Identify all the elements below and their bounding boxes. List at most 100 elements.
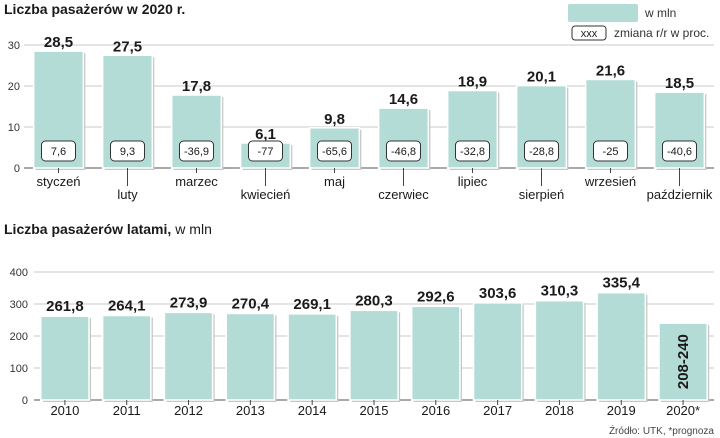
y-tick-label: 20 bbox=[8, 81, 20, 93]
x-tick-label: 2020* bbox=[666, 403, 700, 418]
chart1-bars: 28,5 7,6 27,5 9,3 17,8 -36,9 6,1 -77 9,8 -65,6 14,… bbox=[32, 34, 707, 170]
chart2-bars: 261,8 264,1 273,9 270,4 269,1 280,3 292,6 303,6… bbox=[40, 275, 710, 402]
bar bbox=[101, 314, 152, 401]
change-box bbox=[110, 140, 145, 162]
y-tick-label: 10 bbox=[8, 122, 20, 134]
y-tick-label: 200 bbox=[10, 331, 28, 343]
chart2-x-axis: 2010 2011 2012 2013 2014 2015 2016 2017 2018 2019… bbox=[50, 400, 700, 418]
chart1-monthly-passengers: 0 10 20 30 28,5 7,6 27,5 9,3 17,8 -36,9 6,1 -77 9,8… bbox=[8, 34, 714, 202]
change-box bbox=[455, 140, 490, 162]
bar-value-label: 9,8 bbox=[324, 111, 345, 128]
bar-value-label: 14,6 bbox=[389, 91, 418, 108]
x-tick-label: 2016 bbox=[421, 403, 450, 418]
change-box bbox=[593, 140, 628, 162]
change-label: 7,6 bbox=[51, 146, 66, 158]
bar bbox=[410, 305, 461, 401]
change-label: -36,9 bbox=[184, 146, 209, 158]
y-tick-label: 0 bbox=[22, 395, 28, 407]
x-tick-label: 2014 bbox=[298, 403, 327, 418]
change-box bbox=[662, 140, 697, 162]
change-box bbox=[41, 140, 76, 162]
bar-value-label: 292,6 bbox=[417, 288, 455, 305]
chart2-y-axis: 0 100 200 300 400 bbox=[10, 267, 28, 407]
chart1-x-axis: styczeń luty marzec kwiecień maj czerwiec lipi… bbox=[36, 168, 713, 202]
y-tick-label: 30 bbox=[8, 40, 20, 52]
y-tick-label: 100 bbox=[10, 363, 28, 375]
x-tick-label: 2011 bbox=[113, 403, 141, 418]
bar-value-label: 310,3 bbox=[541, 283, 579, 300]
x-tick-label: 2018 bbox=[545, 403, 574, 418]
x-tick-label: czerwiec bbox=[378, 187, 429, 202]
bar-value-label: 17,8 bbox=[182, 78, 211, 95]
bar-value-label: 273,9 bbox=[170, 294, 208, 311]
change-box bbox=[386, 140, 421, 162]
x-tick-label: styczeń bbox=[36, 174, 80, 189]
legend: w mln xxx zmiana r/r w proc. bbox=[568, 4, 709, 41]
x-tick-label: kwiecień bbox=[241, 187, 291, 202]
bar-value-label: 270,4 bbox=[232, 295, 270, 312]
change-label: -65,6 bbox=[322, 146, 347, 158]
bar bbox=[40, 315, 90, 401]
change-label: -46,8 bbox=[391, 146, 416, 158]
change-box bbox=[524, 140, 559, 162]
legend-bar-swatch bbox=[568, 4, 638, 22]
x-tick-label: 2015 bbox=[360, 403, 389, 418]
chart2-unit: w mln bbox=[174, 221, 212, 237]
x-tick-label: wrzesień bbox=[584, 174, 636, 189]
change-label: -40,6 bbox=[667, 146, 692, 158]
chart2-title: Liczba pasażerów latami, w mln bbox=[4, 221, 212, 237]
bar-value-label: 269,1 bbox=[293, 296, 331, 313]
bar bbox=[349, 309, 399, 401]
x-tick-label: 2019 bbox=[607, 403, 636, 418]
legend-bar-label: w mln bbox=[644, 6, 676, 20]
bar-value-label: 20,1 bbox=[527, 69, 556, 86]
source-note: Źródło: UTK, *prognoza bbox=[609, 424, 714, 437]
y-tick-label: 400 bbox=[10, 267, 28, 279]
chart1-title: Liczba pasażerów w 2020 r. bbox=[4, 1, 185, 17]
legend-box-sample: xxx bbox=[581, 28, 598, 40]
bar-value-label: 303,6 bbox=[479, 285, 517, 302]
x-tick-label: 2013 bbox=[236, 403, 265, 418]
bar-value-label: 21,6 bbox=[596, 62, 625, 79]
bar bbox=[163, 311, 214, 401]
bar-value-label: 261,8 bbox=[46, 298, 84, 315]
chart1-y-axis: 0 10 20 30 bbox=[8, 40, 20, 175]
bar bbox=[596, 291, 647, 401]
y-tick-label: 0 bbox=[14, 163, 20, 175]
bar-value-label: 264,1 bbox=[108, 297, 146, 314]
change-label: -32,8 bbox=[460, 146, 485, 158]
x-tick-label: październik bbox=[647, 187, 713, 202]
x-tick-label: marzec bbox=[175, 174, 218, 189]
x-tick-label: sierpień bbox=[519, 187, 565, 202]
x-tick-label: 2010 bbox=[50, 403, 79, 418]
bar-value-label: 280,3 bbox=[355, 292, 393, 309]
change-box bbox=[317, 140, 352, 162]
change-label: -77 bbox=[258, 146, 274, 158]
y-tick-label: 300 bbox=[10, 299, 28, 311]
bar-value-label: 27,5 bbox=[113, 38, 142, 55]
legend-box-swatch bbox=[571, 25, 607, 41]
change-label: -25 bbox=[603, 146, 619, 158]
bar bbox=[534, 299, 585, 401]
change-box bbox=[248, 140, 283, 162]
x-tick-label: maj bbox=[324, 174, 345, 189]
x-tick-label: luty bbox=[117, 187, 138, 202]
change-label: 9,3 bbox=[120, 146, 135, 158]
bar-value-label: 18,5 bbox=[665, 75, 694, 92]
x-tick-label: lipiec bbox=[458, 174, 488, 189]
bar-value-label: 208-240 bbox=[675, 334, 692, 389]
bar bbox=[225, 312, 276, 401]
bar bbox=[287, 313, 338, 401]
x-tick-label: 2017 bbox=[483, 403, 512, 418]
chart2-title-main: Liczba pasażerów latami, bbox=[4, 221, 171, 237]
bar bbox=[472, 302, 523, 401]
change-box bbox=[179, 140, 214, 162]
bar-value-label: 335,4 bbox=[602, 275, 640, 292]
x-tick-label: 2012 bbox=[174, 403, 203, 418]
change-label: -28,8 bbox=[529, 146, 554, 158]
bar-value-label: 18,9 bbox=[458, 74, 487, 91]
bar-value-label: 6,1 bbox=[255, 126, 276, 143]
bar-value-label: 28,5 bbox=[44, 34, 73, 51]
